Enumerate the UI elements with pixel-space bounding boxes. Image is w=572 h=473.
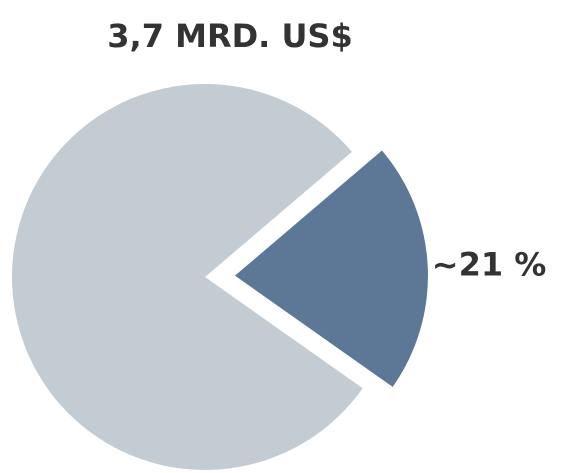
pie-slice xyxy=(11,83,363,470)
chart-title: 3,7 MRD. US$ xyxy=(107,17,352,55)
pie-slice xyxy=(234,150,428,387)
slice-label: ~21 % xyxy=(432,246,547,284)
